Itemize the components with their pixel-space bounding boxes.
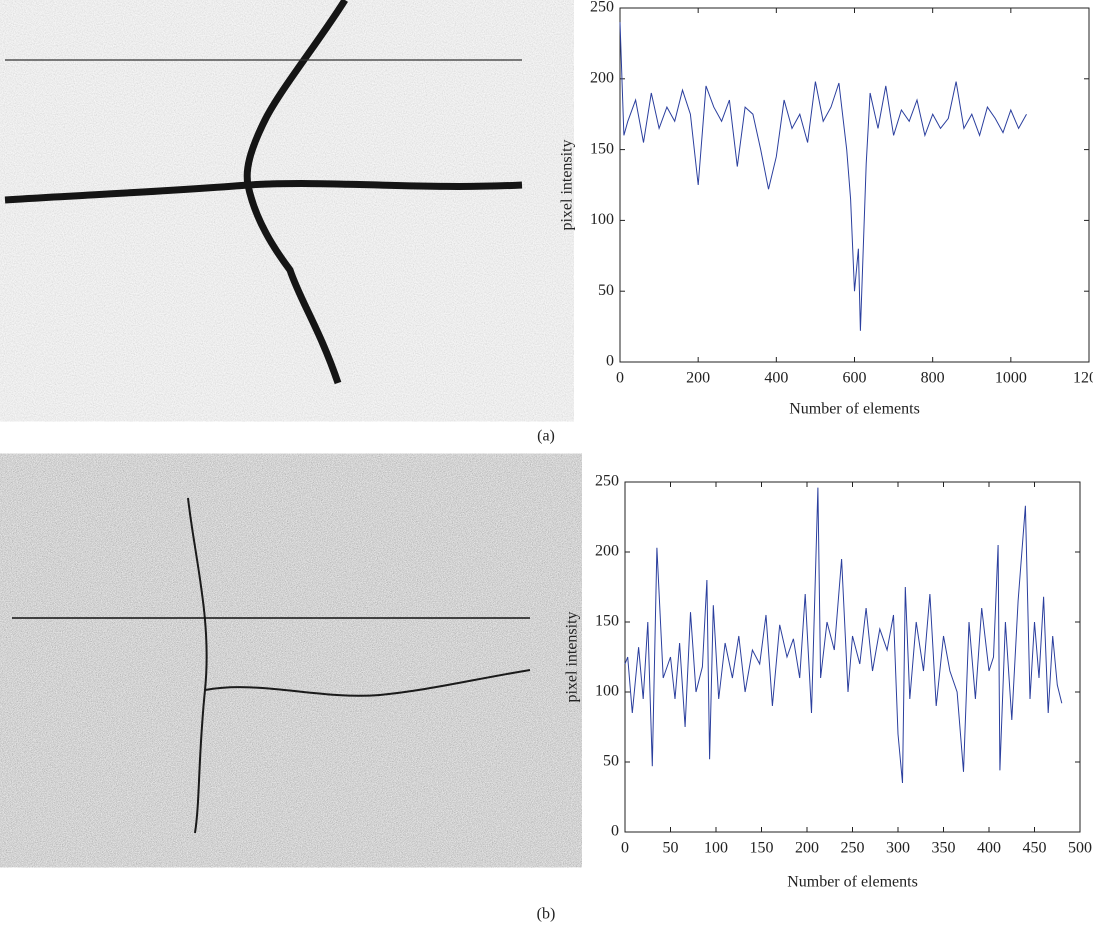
y-tick-label: 200 bbox=[595, 543, 619, 560]
y-axis-label: pixel intensity bbox=[564, 611, 581, 702]
x-tick-label: 450 bbox=[1023, 840, 1047, 857]
x-tick-label: 50 bbox=[663, 840, 679, 857]
x-axis-label: Number of elements bbox=[789, 401, 920, 418]
data-line bbox=[619, 22, 1027, 331]
x-axis-label: Number of elements bbox=[787, 874, 918, 891]
x-tick-label: 800 bbox=[921, 370, 945, 387]
y-tick-label: 50 bbox=[598, 282, 614, 299]
x-tick-label: 500 bbox=[1068, 840, 1092, 857]
x-tick-label: 100 bbox=[704, 840, 728, 857]
x-tick-label: 300 bbox=[886, 840, 910, 857]
y-tick-label: 250 bbox=[595, 473, 619, 490]
x-tick-label: 1000 bbox=[995, 370, 1027, 387]
y-tick-label: 150 bbox=[590, 140, 614, 157]
y-tick-label: 100 bbox=[595, 683, 619, 700]
y-tick-label: 200 bbox=[590, 69, 614, 86]
x-tick-label: 250 bbox=[841, 840, 865, 857]
x-tick-label: 350 bbox=[932, 840, 956, 857]
x-tick-label: 150 bbox=[750, 840, 774, 857]
x-tick-label: 0 bbox=[621, 840, 629, 857]
y-tick-label: 150 bbox=[595, 613, 619, 630]
y-tick-label: 50 bbox=[603, 753, 619, 770]
y-tick-label: 0 bbox=[611, 823, 619, 840]
photo-a bbox=[4, 0, 523, 385]
y-tick-label: 0 bbox=[606, 353, 614, 370]
x-tick-label: 200 bbox=[686, 370, 710, 387]
y-axis-label: pixel intensity bbox=[559, 139, 576, 230]
x-tick-label: 400 bbox=[977, 840, 1001, 857]
photo-b bbox=[12, 488, 531, 834]
x-tick-label: 0 bbox=[616, 370, 624, 387]
data-line bbox=[624, 487, 1063, 784]
caption: (a) bbox=[537, 428, 555, 445]
x-tick-label: 600 bbox=[843, 370, 867, 387]
y-tick-label: 250 bbox=[590, 0, 614, 16]
x-tick-label: 200 bbox=[795, 840, 819, 857]
caption: (b) bbox=[537, 906, 556, 923]
y-tick-label: 100 bbox=[590, 211, 614, 228]
plot-frame bbox=[619, 7, 1090, 363]
x-tick-label: 400 bbox=[764, 370, 788, 387]
